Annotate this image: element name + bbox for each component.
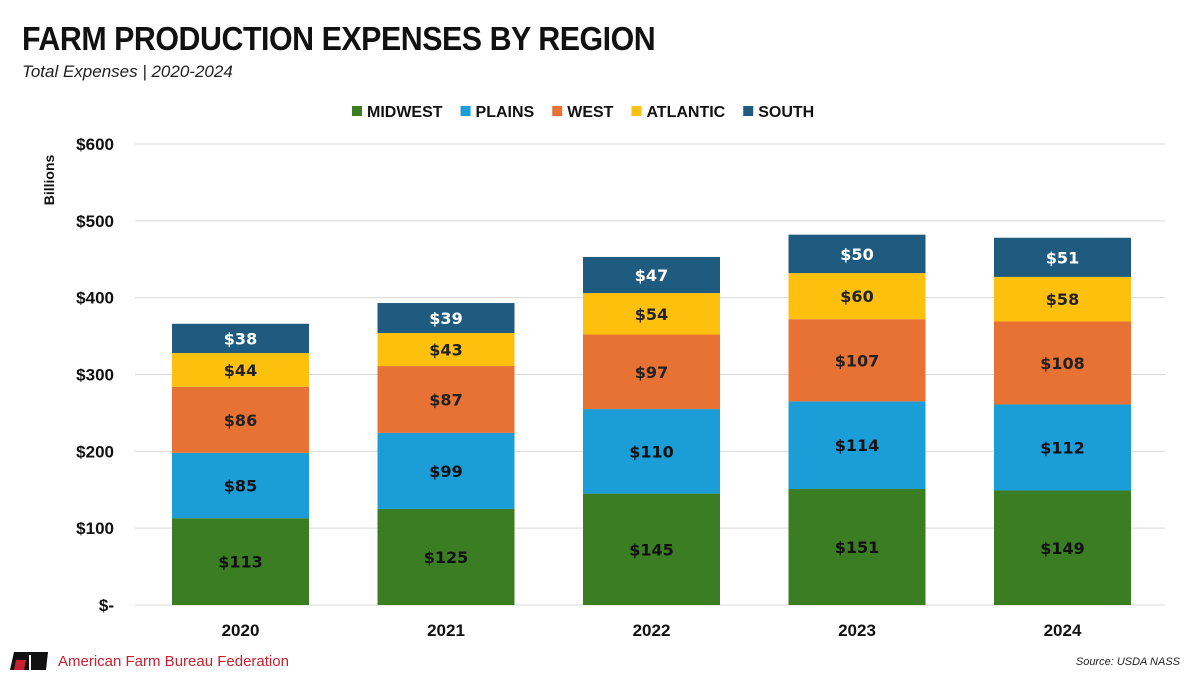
data-label: $112 — [1040, 438, 1085, 457]
bar-segment-atlantic — [788, 273, 926, 320]
source-note: Source: USDA NASS — [1075, 656, 1180, 668]
data-label: $58 — [1046, 290, 1079, 309]
bar-segment-atlantic — [172, 352, 309, 387]
legend-swatch — [743, 106, 754, 116]
bar-segment-midwest — [172, 518, 309, 605]
bar-segment-south — [172, 323, 309, 353]
data-label: $108 — [1040, 354, 1085, 373]
y-tick-label: $300 — [76, 366, 114, 385]
bar-segment-plains — [788, 401, 926, 489]
y-tick-label: $400 — [76, 289, 114, 308]
legend-swatch — [552, 106, 563, 116]
bar-segment-west — [377, 366, 515, 433]
data-label: $87 — [429, 390, 462, 409]
x-tick-label: 2020 — [222, 621, 260, 640]
bar-segment-south — [994, 237, 1131, 277]
data-label: $50 — [840, 245, 873, 264]
data-label: $113 — [218, 553, 263, 572]
data-label: $47 — [635, 266, 668, 285]
data-label: $85 — [224, 477, 257, 496]
bar-segment-midwest — [788, 488, 926, 605]
legend-label: SOUTH — [758, 104, 814, 121]
data-label: $39 — [429, 309, 462, 328]
y-tick-label: $200 — [76, 442, 114, 461]
legend-label: PLAINS — [476, 104, 535, 121]
legend-label: WEST — [567, 104, 613, 121]
bar-segment-west — [994, 321, 1131, 405]
y-axis-label: Billions — [41, 155, 57, 206]
data-label: $54 — [635, 305, 668, 324]
bar-segment-midwest — [583, 493, 720, 605]
data-label: $86 — [224, 411, 257, 430]
bar-segment-plains — [994, 404, 1131, 491]
data-label: $151 — [835, 538, 880, 557]
data-label: $38 — [224, 329, 257, 348]
data-label: $107 — [835, 351, 880, 370]
data-label: $125 — [424, 548, 469, 567]
data-label: $145 — [629, 540, 674, 559]
bar-segment-west — [583, 334, 720, 410]
fb-logo-icon — [10, 652, 48, 670]
bar-segment-atlantic — [377, 333, 515, 367]
bar-segment-plains — [172, 452, 309, 519]
bar-segment-south — [583, 256, 720, 294]
bar-segment-midwest — [994, 490, 1131, 605]
bar-segment-west — [788, 319, 926, 402]
organization-name: American Farm Bureau Federation — [58, 652, 289, 670]
data-label: $99 — [429, 462, 462, 481]
x-tick-label: 2022 — [633, 621, 671, 640]
data-label: $110 — [629, 442, 674, 461]
y-tick-label: $100 — [76, 519, 114, 538]
data-label: $97 — [635, 363, 668, 382]
bar-segment-west — [172, 386, 309, 453]
data-label: $60 — [840, 287, 873, 306]
data-label: $149 — [1040, 539, 1085, 558]
data-label: $44 — [224, 361, 257, 380]
bar-segment-atlantic — [583, 293, 720, 335]
bar-segment-plains — [583, 409, 720, 494]
bar-segment-plains — [377, 432, 515, 509]
legend-swatch — [460, 106, 471, 116]
x-tick-label: 2024 — [1044, 621, 1082, 640]
x-tick-label: 2021 — [427, 621, 465, 640]
y-tick-label: $- — [99, 596, 114, 615]
data-label: $51 — [1046, 248, 1079, 267]
legend-swatch — [352, 106, 362, 116]
afbf-logo: American Farm Bureau Federation — [10, 650, 289, 672]
bar-segment-midwest — [377, 508, 515, 605]
data-label: $114 — [835, 436, 880, 455]
chart-subtitle: Total Expenses | 2020-2024 — [22, 62, 233, 81]
legend-label: ATLANTIC — [646, 104, 725, 121]
y-tick-label: $600 — [76, 135, 114, 154]
bar-segment-atlantic — [994, 276, 1131, 322]
y-tick-label: $500 — [76, 212, 114, 231]
legend-swatch — [631, 106, 642, 116]
bar-segment-south — [377, 303, 515, 334]
data-label: $43 — [429, 341, 462, 360]
chart-title: FARM PRODUCTION EXPENSES BY REGION — [22, 20, 656, 57]
bar-segment-south — [788, 234, 926, 274]
legend-label: MIDWEST — [367, 104, 443, 121]
x-tick-label: 2023 — [838, 621, 876, 640]
